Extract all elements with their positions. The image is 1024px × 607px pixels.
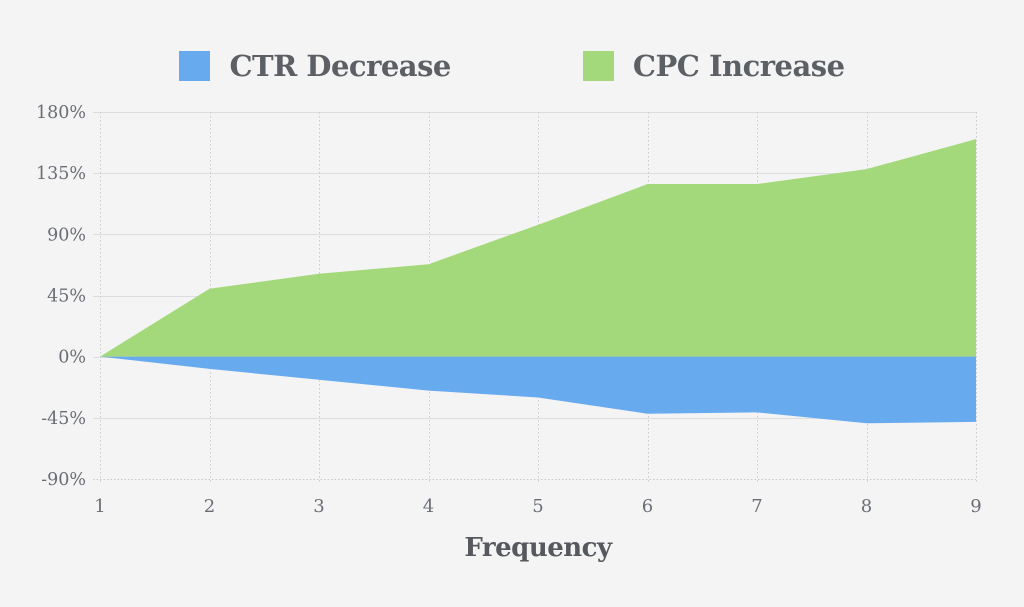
chart-legend: CTR Decrease CPC Increase: [0, 51, 1024, 81]
x-tick-label: 7: [751, 496, 762, 517]
legend-item-ctr-decrease: CTR Decrease: [179, 48, 451, 83]
legend-item-cpc-increase: CPC Increase: [582, 48, 845, 83]
y-tick-label: -90%: [41, 470, 86, 490]
x-axis-title: Frequency: [464, 533, 612, 563]
ctr-decrease-label: CTR Decrease: [229, 48, 451, 83]
x-tick-label: 6: [642, 496, 653, 517]
series-area-cpc-increase: [100, 139, 976, 357]
x-tick-label: 9: [970, 496, 981, 517]
x-tick-label: 8: [861, 496, 872, 517]
series-area-ctr-decrease: [100, 356, 976, 424]
y-tick-label: 45%: [47, 287, 86, 307]
x-tick-label: 4: [423, 496, 434, 517]
y-tick-label: -45%: [41, 409, 86, 429]
ctr-decrease-swatch: [179, 51, 211, 81]
cpc-increase-label: CPC Increase: [632, 48, 845, 83]
x-tick-label: 1: [94, 496, 105, 517]
y-tick-label: 180%: [36, 103, 86, 123]
y-tick-label: 135%: [36, 164, 86, 184]
y-tick-label: 90%: [47, 225, 86, 245]
y-tick-label: 0%: [58, 348, 86, 368]
x-tick-label: 5: [532, 496, 543, 517]
cpc-increase-swatch: [582, 51, 614, 81]
x-tick-label: 3: [313, 496, 324, 517]
x-tick-label: 2: [204, 496, 215, 517]
